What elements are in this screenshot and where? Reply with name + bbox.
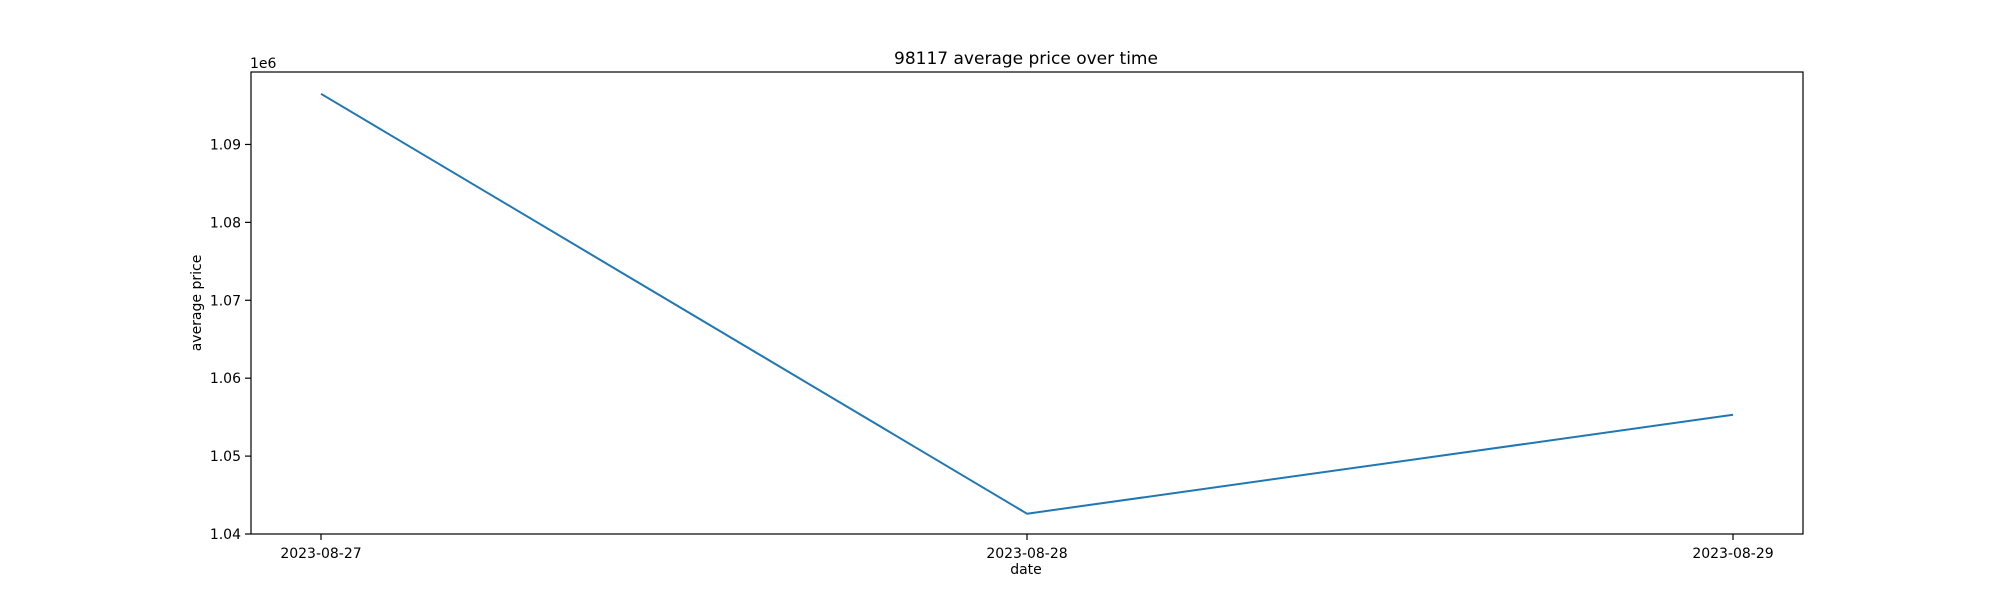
x-axis: 2023-08-27 2023-08-28 2023-08-29 (280, 534, 1774, 562)
chart-title: 98117 average price over time (894, 49, 1158, 69)
x-tick-label: 2023-08-28 (986, 546, 1067, 562)
x-axis-label: date (1010, 562, 1042, 578)
y-axis: 1.04 1.05 1.06 1.07 1.08 1.09 (210, 137, 251, 543)
y-tick-label: 1.09 (210, 137, 241, 153)
y-tick-label: 1.06 (210, 371, 241, 387)
x-tick-label: 2023-08-29 (1692, 546, 1773, 562)
y-tick-label: 1.08 (210, 215, 241, 231)
series-line (320, 92, 1734, 515)
y-axis-offset-label: 1e6 (250, 56, 277, 72)
plot-frame (250, 71, 1804, 535)
y-axis-label: average price (189, 255, 205, 352)
x-tick-label: 2023-08-27 (280, 546, 361, 562)
y-tick-label: 1.04 (210, 527, 241, 543)
y-tick-label: 1.07 (210, 293, 241, 309)
plot-area (320, 92, 1734, 515)
y-tick-label: 1.05 (210, 449, 241, 465)
